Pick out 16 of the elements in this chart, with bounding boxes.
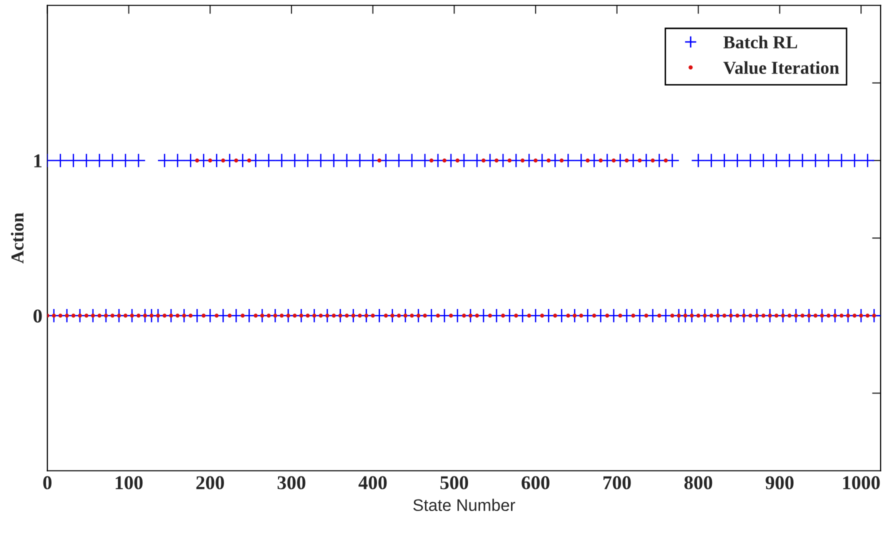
x-tick-label: 300	[278, 476, 306, 490]
x-tick-label: 200	[196, 476, 224, 490]
y-tick-label: 1	[34, 154, 42, 168]
y-axis-title: Action	[10, 212, 24, 264]
x-tick-label: 400	[358, 476, 387, 490]
x-tick-label: 0	[43, 476, 52, 490]
x-tick-label: 900	[766, 476, 794, 490]
legend-label: Batch RL	[723, 36, 798, 48]
legend-label: Value Iteration	[723, 61, 840, 74]
x-tick-label: 100	[116, 476, 143, 490]
x-tick-label: 600	[522, 476, 550, 490]
x-tick-label: 500	[440, 476, 468, 490]
x-axis-title: State Number	[413, 498, 516, 512]
x-tick-label: 1000	[843, 476, 880, 490]
x-tick-label: 800	[684, 476, 712, 490]
x-tick-label: 700	[603, 476, 631, 490]
